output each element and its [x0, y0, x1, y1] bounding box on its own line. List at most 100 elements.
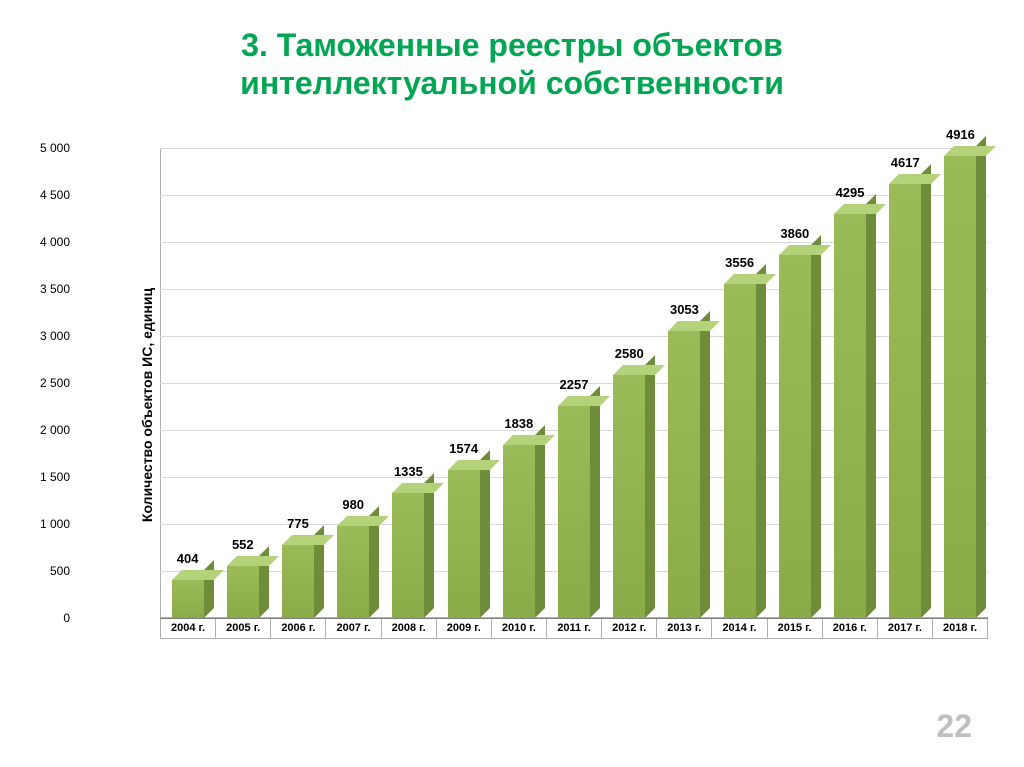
bar-front-face — [172, 580, 204, 618]
bar-value-label: 2257 — [560, 377, 589, 392]
bar — [944, 156, 976, 618]
bar-value-label: 1838 — [504, 416, 533, 431]
y-tick-label: 1 000 — [40, 517, 70, 531]
bar — [558, 406, 590, 618]
y-tick-label: 4 000 — [40, 235, 70, 249]
bar-side-face — [811, 235, 821, 618]
bar-front-face — [282, 545, 314, 618]
bar-front-face — [834, 214, 866, 618]
bar-side-face — [204, 560, 214, 618]
bar — [448, 470, 480, 618]
bar-value-label: 4916 — [946, 127, 975, 142]
bar-side-face — [480, 450, 490, 618]
bar-front-face — [724, 284, 756, 618]
x-tick-label: 2006 г. — [270, 619, 326, 639]
bar-side-face — [976, 136, 986, 618]
x-tick-label: 2010 г. — [491, 619, 547, 639]
slide-title: 3. Таможенные реестры объектов интеллект… — [0, 26, 1024, 103]
x-tick-label: 2015 г. — [767, 619, 823, 639]
y-tick-label: 2 500 — [40, 376, 70, 390]
bar-slot: 4295 — [822, 148, 877, 618]
x-tick-label: 2004 г. — [160, 619, 216, 639]
x-tick-label: 2014 г. — [711, 619, 767, 639]
bar-front-face — [392, 493, 424, 618]
y-tick-label: 3 500 — [40, 282, 70, 296]
bar-value-label: 3556 — [725, 255, 754, 270]
bar-front-face — [448, 470, 480, 618]
bar-front-face — [227, 566, 259, 618]
bar-slot: 775 — [270, 148, 325, 618]
bar-slot: 1838 — [491, 148, 546, 618]
bar-value-label: 3053 — [670, 302, 699, 317]
x-tick-label: 2009 г. — [436, 619, 492, 639]
bar-side-face — [645, 355, 655, 618]
bar-slot: 404 — [160, 148, 215, 618]
bar — [227, 566, 259, 618]
bar-front-face — [779, 255, 811, 618]
y-tick-label: 4 500 — [40, 188, 70, 202]
bar-slot: 2580 — [602, 148, 657, 618]
bar-value-label: 552 — [232, 537, 254, 552]
bar — [779, 255, 811, 618]
bar-front-face — [613, 375, 645, 618]
bar-front-face — [944, 156, 976, 618]
plot-area: 05001 0001 5002 0002 5003 0003 5004 0004… — [120, 148, 988, 638]
bar-value-label: 404 — [177, 551, 199, 566]
y-tick-label: 2 000 — [40, 423, 70, 437]
bar-front-face — [337, 526, 369, 618]
bar-slot: 1574 — [436, 148, 491, 618]
bar-side-face — [590, 386, 600, 618]
bar-slot: 980 — [326, 148, 381, 618]
x-tick-label: 2008 г. — [381, 619, 437, 639]
y-tick-label: 1 500 — [40, 470, 70, 484]
bar-value-label: 775 — [287, 516, 309, 531]
bar-slot: 4916 — [933, 148, 988, 618]
bar-slot: 4617 — [878, 148, 933, 618]
bars-container: 404 552 775 980 1335 1574 1838 2257 2580 3053 3556… — [160, 148, 988, 618]
y-tick-label: 5 000 — [40, 141, 70, 155]
page-number: 22 — [936, 708, 972, 745]
bar-value-label: 4295 — [836, 185, 865, 200]
bar-value-label: 1574 — [449, 441, 478, 456]
bar — [889, 184, 921, 618]
bar-slot: 3556 — [712, 148, 767, 618]
bar-slot: 1335 — [381, 148, 436, 618]
bar-front-face — [558, 406, 590, 618]
bar-slot: 552 — [215, 148, 270, 618]
x-tick-label: 2007 г. — [325, 619, 381, 639]
bar — [613, 375, 645, 618]
x-tick-label: 2012 г. — [601, 619, 657, 639]
bar-chart: Количество объектов ИС, единиц 05001 000… — [48, 140, 988, 670]
bar-front-face — [503, 445, 535, 618]
bar-side-face — [700, 311, 710, 618]
y-tick-label: 500 — [50, 564, 70, 578]
bar — [172, 580, 204, 618]
bar — [503, 445, 535, 618]
x-tick-label: 2013 г. — [656, 619, 712, 639]
bar-side-face — [756, 264, 766, 618]
x-axis: 2004 г.2005 г.2006 г.2007 г.2008 г.2009 … — [160, 619, 988, 639]
y-tick-label: 0 — [63, 611, 70, 625]
bar-top-face — [944, 146, 996, 156]
bar — [724, 284, 756, 618]
slide: 3. Таможенные реестры объектов интеллект… — [0, 0, 1024, 767]
bar-side-face — [866, 194, 876, 618]
bar — [392, 493, 424, 618]
bar — [282, 545, 314, 618]
x-tick-label: 2018 г. — [932, 619, 988, 639]
x-tick-label: 2017 г. — [877, 619, 933, 639]
bar-side-face — [424, 473, 434, 618]
bar-value-label: 980 — [342, 497, 364, 512]
bar-value-label: 4617 — [891, 155, 920, 170]
x-tick-label: 2016 г. — [822, 619, 878, 639]
bar-front-face — [668, 331, 700, 618]
bar-slot: 2257 — [546, 148, 601, 618]
bar — [337, 526, 369, 618]
bar — [668, 331, 700, 618]
x-tick-label: 2005 г. — [215, 619, 271, 639]
bar-side-face — [535, 425, 545, 618]
y-tick-label: 3 000 — [40, 329, 70, 343]
bar-value-label: 3860 — [780, 226, 809, 241]
bar-side-face — [921, 164, 931, 618]
bar-slot: 3053 — [657, 148, 712, 618]
